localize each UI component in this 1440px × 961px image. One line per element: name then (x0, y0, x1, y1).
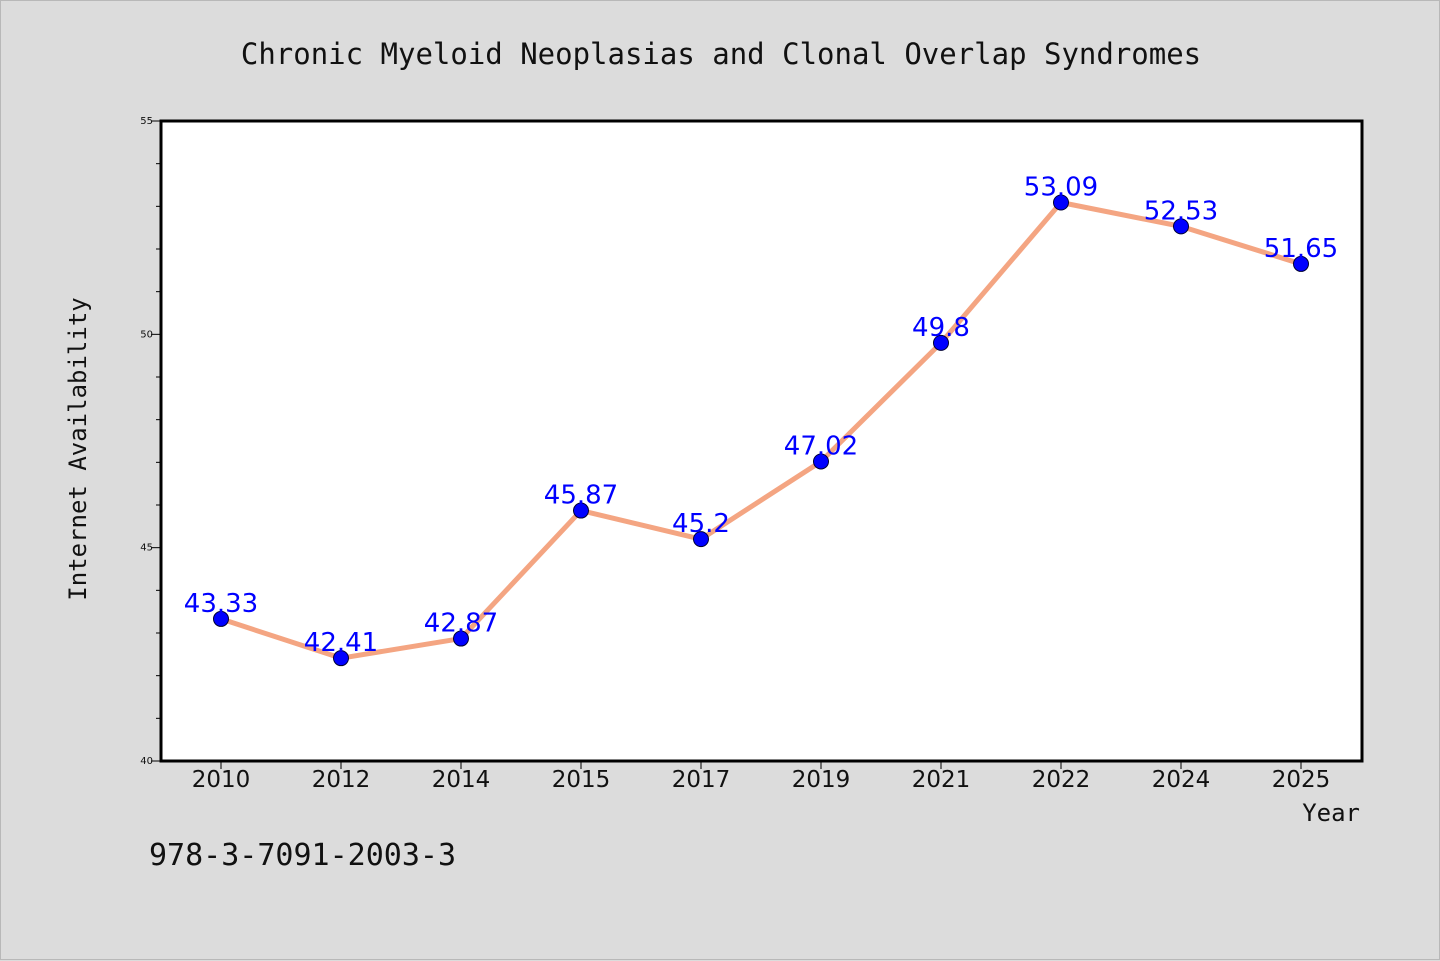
data-point (453, 630, 469, 647)
data-point (693, 531, 709, 548)
data-labels: 43.33 42.41 42.87 45.87 45.2 47.02 49.8 53.09 52… (184, 172, 1338, 658)
x-tick-label: 2012 (312, 767, 371, 793)
data-label: 49.8 (912, 313, 970, 343)
y-tick-label: 55 (140, 116, 153, 127)
isbn-text: 978-3-7091-2003-3 (149, 838, 456, 873)
y-tick-label: 40 (140, 756, 153, 767)
x-tick-label: 2014 (432, 767, 491, 793)
data-point (1053, 194, 1069, 211)
x-tick-label: 2025 (1272, 767, 1331, 793)
data-point (813, 453, 829, 470)
x-tick-label: 2021 (912, 767, 971, 793)
series-markers (213, 194, 1309, 667)
y-tick-label: 45 (140, 543, 153, 554)
data-point (213, 610, 229, 627)
data-label: 51.65 (1264, 234, 1338, 264)
data-point (1173, 218, 1189, 235)
data-point (573, 502, 589, 519)
data-label: 42.87 (424, 609, 498, 639)
data-point (1293, 255, 1309, 272)
data-label: 42.41 (304, 628, 378, 658)
y-axis: 40 45 50 55 (140, 116, 161, 767)
data-label: 45.2 (672, 509, 730, 539)
x-tick-label: 2015 (552, 767, 611, 793)
data-label: 52.53 (1144, 196, 1218, 226)
x-tick-label: 2017 (672, 767, 731, 793)
x-tick-label: 2024 (1152, 767, 1211, 793)
data-point (333, 650, 349, 667)
data-label: 43.33 (184, 589, 258, 619)
x-axis: 2010 2012 2014 2015 2017 2019 2021 2022 2024 2025 (192, 761, 1331, 793)
data-label: 53.09 (1024, 172, 1098, 202)
x-axis-label: Year (1302, 799, 1360, 827)
chart-title: Chronic Myeloid Neoplasias and Clonal Ov… (241, 37, 1201, 71)
series-line (220, 199, 1302, 661)
data-label: 45.87 (544, 481, 618, 511)
x-tick-label: 2022 (1032, 767, 1091, 793)
data-point (933, 334, 949, 351)
data-label: 47.02 (784, 431, 858, 461)
y-axis-label: Internet Availability (64, 297, 92, 600)
y-tick-label: 50 (140, 329, 153, 340)
x-tick-label: 2019 (792, 767, 851, 793)
x-tick-label: 2010 (192, 767, 251, 793)
